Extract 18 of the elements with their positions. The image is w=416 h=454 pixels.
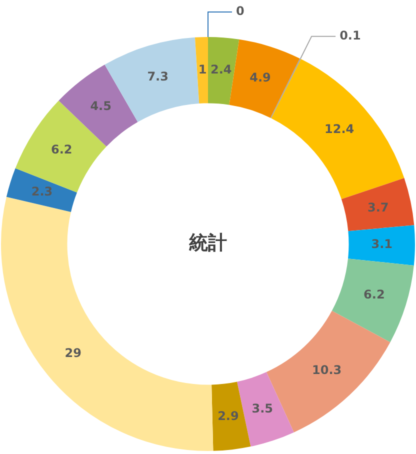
text: 統計 [188, 232, 227, 254]
data-label: 3.5 [252, 401, 273, 416]
data-label: 2.3 [31, 184, 53, 198]
data-label: 3.1 [371, 237, 393, 252]
data-label: 4.9 [250, 70, 271, 84]
data-label: 2.4 [210, 62, 232, 77]
data-label: 12.4 [324, 122, 354, 136]
text: 0 [236, 4, 244, 18]
data-label: 6.2 [364, 287, 385, 302]
data-label: 3.7 [368, 200, 389, 214]
data-label: 10.3 [312, 363, 342, 378]
data-label: 29 [64, 346, 82, 360]
data-label: 6.2 [50, 142, 72, 156]
data-label: 0.1 [340, 28, 361, 43]
data-label: 2.9 [218, 408, 239, 423]
data-label: 7.3 [147, 70, 168, 84]
data-label: 4.5 [90, 99, 112, 114]
data-label: 1 [198, 62, 207, 76]
